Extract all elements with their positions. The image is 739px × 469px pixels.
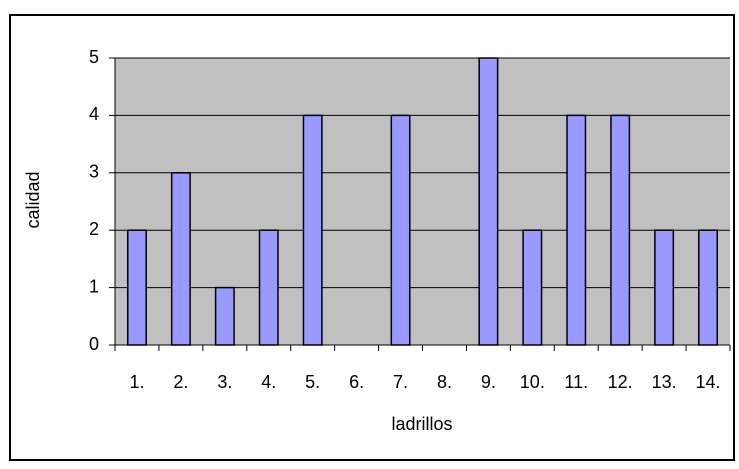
x-tick-label: 6. bbox=[349, 372, 364, 392]
bar bbox=[170, 172, 191, 346]
x-axis-title: ladrillos bbox=[391, 414, 452, 434]
x-tick-label: 1. bbox=[129, 372, 144, 392]
bar bbox=[390, 114, 411, 346]
y-tick-label: 3 bbox=[89, 162, 99, 182]
bar bbox=[126, 229, 147, 346]
bar bbox=[478, 57, 499, 346]
x-tick-label: 5. bbox=[305, 372, 320, 392]
bar bbox=[214, 286, 235, 346]
bar bbox=[302, 114, 323, 346]
x-tick-label: 2. bbox=[173, 372, 188, 392]
x-tick-label: 11. bbox=[564, 372, 588, 392]
bar bbox=[258, 229, 279, 346]
y-tick-label: 2 bbox=[89, 219, 99, 239]
y-tick-label: 1 bbox=[89, 276, 99, 296]
y-axis-title: calidad bbox=[23, 171, 43, 228]
bar bbox=[566, 114, 587, 346]
x-tick-label: 3. bbox=[217, 372, 232, 392]
x-tick-label: 10. bbox=[520, 372, 545, 392]
x-tick-label: 4. bbox=[261, 372, 276, 392]
y-tick-label: 0 bbox=[89, 334, 99, 354]
bar bbox=[522, 229, 543, 346]
y-tick-label: 5 bbox=[89, 47, 99, 67]
x-tick-label: 14. bbox=[696, 372, 721, 392]
x-tick-label: 9. bbox=[481, 372, 496, 392]
plot-area bbox=[115, 58, 730, 345]
bar bbox=[610, 114, 631, 346]
y-tick-label: 4 bbox=[89, 104, 99, 124]
bar bbox=[654, 229, 675, 346]
x-tick-label: 7. bbox=[393, 372, 408, 392]
x-tick-label: 12. bbox=[608, 372, 633, 392]
x-tick-label: 8. bbox=[437, 372, 452, 392]
x-tick-label: 13. bbox=[652, 372, 677, 392]
bar bbox=[698, 229, 719, 346]
